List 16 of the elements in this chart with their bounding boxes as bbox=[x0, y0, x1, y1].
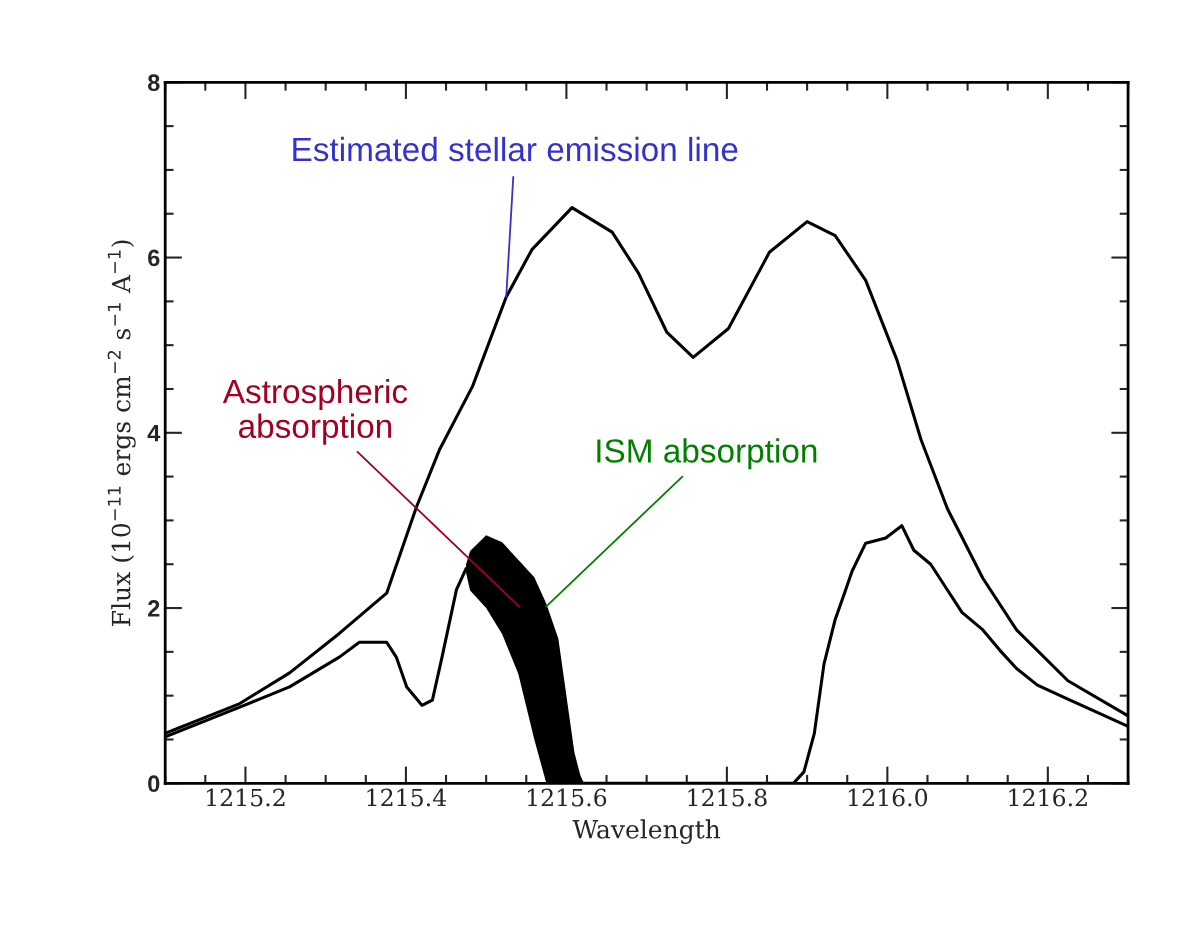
y-tick-label: 2 bbox=[148, 600, 160, 617]
annotation: Estimated stellar emission line bbox=[293, 136, 738, 162]
x-tick-label: 1215.4 bbox=[367, 788, 447, 807]
x-tick-label: 1215.8 bbox=[688, 788, 767, 807]
text: Flux (10$^{−11}$ ergs cm$^{−2}$ s$^{−1}$ A$^{−1}$) bbox=[107, 240, 136, 626]
annotation: Astrospheric absorption bbox=[222, 378, 408, 445]
y-tick-label: 4 bbox=[147, 425, 161, 442]
x-tick-label: 1215.2 bbox=[207, 788, 285, 807]
y-tick-label: 6 bbox=[148, 249, 160, 267]
y-tick-label: 0 bbox=[148, 775, 160, 793]
x-axis-title: Wavelength bbox=[572, 819, 721, 844]
x-tick-label: 1216.0 bbox=[848, 788, 928, 807]
x-tick-label: 1216.2 bbox=[1009, 788, 1087, 807]
y-tick-label: 8 bbox=[147, 74, 160, 92]
annotation: ISM absorption bbox=[597, 438, 817, 470]
x-tick-label: 1215.6 bbox=[527, 788, 607, 807]
